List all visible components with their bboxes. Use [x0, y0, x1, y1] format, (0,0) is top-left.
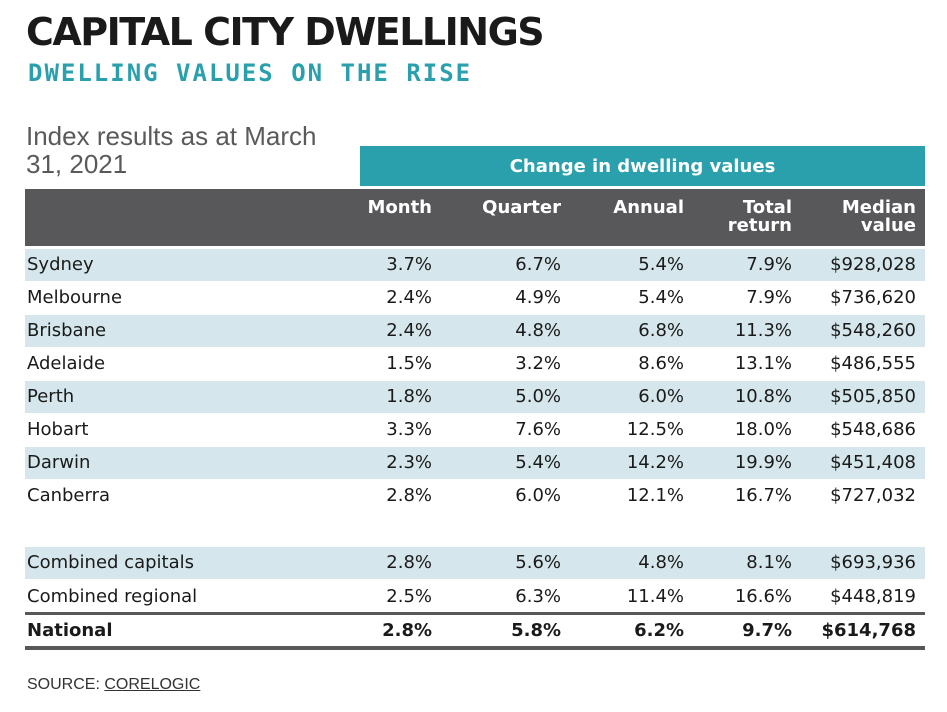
column-header-median-value: Median value: [841, 197, 916, 236]
table-row-combined-capitals: Combined capitals 2.8% 5.6% 4.8% 8.1% $693,93…: [25, 547, 925, 579]
cell-combined-regional-median-value: $448,819: [830, 586, 916, 607]
row-label-adelaide: Adelaide: [27, 353, 106, 374]
cell-hobart-median-value: $548,686: [830, 419, 916, 440]
row-label-brisbane: Brisbane: [27, 320, 107, 341]
cell-combined-capitals-annual: 4.8%: [638, 552, 684, 573]
row-label-darwin: Darwin: [27, 452, 91, 473]
table-row-national: National 2.8% 5.8% 6.2% 9.7% $614,768: [25, 615, 925, 647]
cell-national-month: 2.8%: [382, 620, 432, 641]
cell-darwin-month: 2.3%: [386, 452, 432, 473]
column-header-quarter: Quarter: [482, 197, 561, 218]
cell-brisbane-month: 2.4%: [386, 320, 432, 341]
cell-perth-quarter: 5.0%: [515, 386, 561, 407]
cell-darwin-quarter: 5.4%: [515, 452, 561, 473]
cell-darwin-total-return: 19.9%: [734, 452, 792, 473]
cell-adelaide-quarter: 3.2%: [515, 353, 561, 374]
cell-perth-annual: 6.0%: [638, 386, 684, 407]
cell-national-annual: 6.2%: [634, 620, 684, 641]
cell-adelaide-annual: 8.6%: [638, 353, 684, 374]
chart-title: CAPITAL CITY DWELLINGS: [26, 10, 545, 54]
change-in-values-header: Change in dwelling values: [360, 146, 925, 186]
table-row-combined-regional: Combined regional 2.5% 6.3% 11.4% 16.6% $448,…: [25, 581, 925, 613]
cell-canberra-total-return: 16.7%: [734, 485, 792, 506]
cell-melbourne-median-value: $736,620: [830, 287, 916, 308]
source-prefix: SOURCE:: [27, 676, 105, 693]
cell-national-median-value: $614,768: [821, 620, 916, 641]
cell-canberra-month: 2.8%: [386, 485, 432, 506]
table-row-brisbane: Brisbane 2.4% 4.8% 6.8% 11.3% $548,260: [25, 315, 925, 347]
cell-hobart-total-return: 18.0%: [734, 419, 792, 440]
cell-sydney-month: 3.7%: [386, 254, 432, 275]
cell-sydney-annual: 5.4%: [638, 254, 684, 275]
cell-sydney-total-return: 7.9%: [746, 254, 792, 275]
row-label-combined-capitals: Combined capitals: [27, 552, 194, 573]
cell-sydney-median-value: $928,028: [830, 254, 916, 275]
cell-hobart-month: 3.3%: [386, 419, 432, 440]
row-label-national: National: [27, 620, 113, 641]
cell-perth-month: 1.8%: [386, 386, 432, 407]
index-date-note: Index results as at March 31, 2021: [26, 121, 317, 179]
cell-adelaide-median-value: $486,555: [830, 353, 916, 374]
cell-national-total-return: 9.7%: [742, 620, 792, 641]
cell-canberra-quarter: 6.0%: [515, 485, 561, 506]
cell-melbourne-month: 2.4%: [386, 287, 432, 308]
table-row-canberra: Canberra 2.8% 6.0% 12.1% 16.7% $727,032: [25, 480, 925, 512]
cell-canberra-annual: 12.1%: [626, 485, 684, 506]
row-label-sydney: Sydney: [27, 254, 94, 275]
column-header-annual: Annual: [613, 197, 684, 218]
source-link[interactable]: CORELOGIC: [104, 676, 201, 693]
national-top-rule: [25, 612, 925, 615]
cell-combined-capitals-median-value: $693,936: [830, 552, 916, 573]
cell-combined-capitals-month: 2.8%: [386, 552, 432, 573]
row-label-melbourne: Melbourne: [27, 287, 123, 308]
cell-melbourne-annual: 5.4%: [638, 287, 684, 308]
table-row-adelaide: Adelaide 1.5% 3.2% 8.6% 13.1% $486,555: [25, 348, 925, 380]
table-row-sydney: Sydney 3.7% 6.7% 5.4% 7.9% $928,028: [25, 249, 925, 281]
cell-combined-capitals-quarter: 5.6%: [515, 552, 561, 573]
cell-combined-capitals-total-return: 8.1%: [746, 552, 792, 573]
cell-adelaide-total-return: 13.1%: [734, 353, 792, 374]
cell-national-quarter: 5.8%: [511, 620, 561, 641]
cell-brisbane-median-value: $548,260: [830, 320, 916, 341]
cell-darwin-annual: 14.2%: [626, 452, 684, 473]
cell-combined-regional-annual: 11.4%: [626, 586, 684, 607]
cell-darwin-median-value: $451,408: [830, 452, 916, 473]
cell-melbourne-quarter: 4.9%: [515, 287, 561, 308]
source-credit: SOURCE: CORELOGIC: [27, 676, 200, 694]
cell-combined-regional-month: 2.5%: [386, 586, 432, 607]
cell-melbourne-total-return: 7.9%: [746, 287, 792, 308]
row-label-combined-regional: Combined regional: [27, 586, 198, 607]
cell-sydney-quarter: 6.7%: [515, 254, 561, 275]
table-row-perth: Perth 1.8% 5.0% 6.0% 10.8% $505,850: [25, 381, 925, 413]
column-header-bar: Month Quarter Annual Total return Median…: [25, 189, 925, 246]
cell-combined-regional-quarter: 6.3%: [515, 586, 561, 607]
cell-canberra-median-value: $727,032: [830, 485, 916, 506]
row-label-hobart: Hobart: [27, 419, 89, 440]
column-header-month: Month: [367, 197, 432, 218]
table-row-hobart: Hobart 3.3% 7.6% 12.5% 18.0% $548,686: [25, 414, 925, 446]
table-row-darwin: Darwin 2.3% 5.4% 14.2% 19.9% $451,408: [25, 447, 925, 479]
cell-brisbane-total-return: 11.3%: [734, 320, 792, 341]
table-row-melbourne: Melbourne 2.4% 4.9% 5.4% 7.9% $736,620: [25, 282, 925, 314]
row-label-canberra: Canberra: [27, 485, 111, 506]
chart-subtitle: DWELLING VALUES ON THE RISE: [28, 59, 473, 87]
row-label-perth: Perth: [27, 386, 75, 407]
table-bottom-rule: [25, 646, 925, 650]
cell-perth-total-return: 10.8%: [734, 386, 792, 407]
cell-combined-regional-total-return: 16.6%: [734, 586, 792, 607]
cell-brisbane-annual: 6.8%: [638, 320, 684, 341]
cell-hobart-quarter: 7.6%: [515, 419, 561, 440]
cell-perth-median-value: $505,850: [830, 386, 916, 407]
cell-adelaide-month: 1.5%: [386, 353, 432, 374]
cell-brisbane-quarter: 4.8%: [515, 320, 561, 341]
cell-hobart-annual: 12.5%: [626, 419, 684, 440]
column-header-total-return: Total return: [727, 197, 792, 236]
